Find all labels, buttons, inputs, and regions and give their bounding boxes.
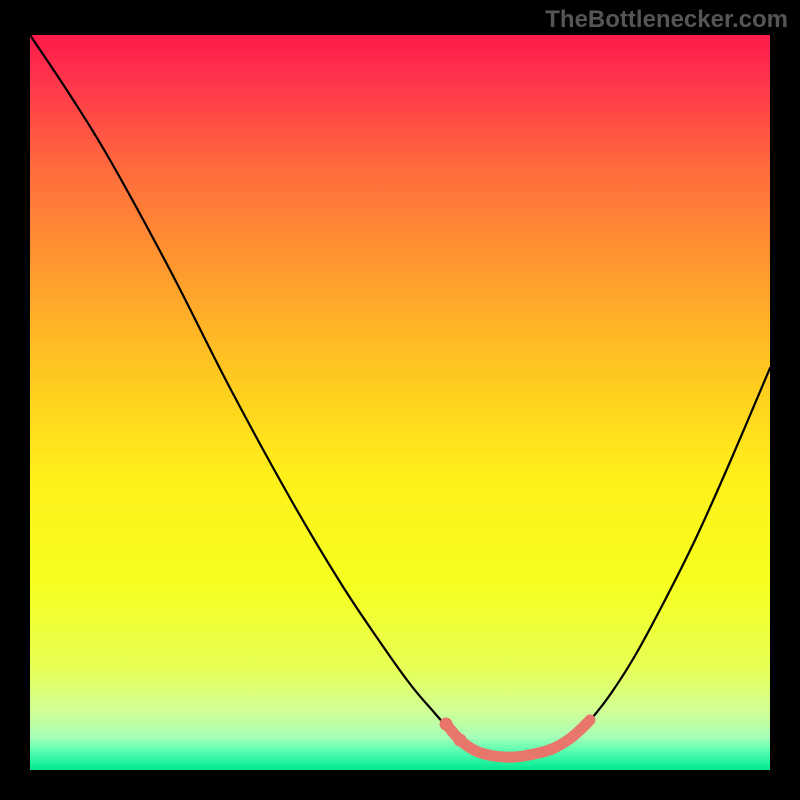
bottleneck-plot [0,0,800,800]
optimal-marker-dot [440,718,453,731]
gradient-background [30,35,770,770]
chart-stage: TheBottlenecker.com [0,0,800,800]
watermark-text: TheBottlenecker.com [545,6,788,34]
optimal-marker-dot [454,734,467,747]
